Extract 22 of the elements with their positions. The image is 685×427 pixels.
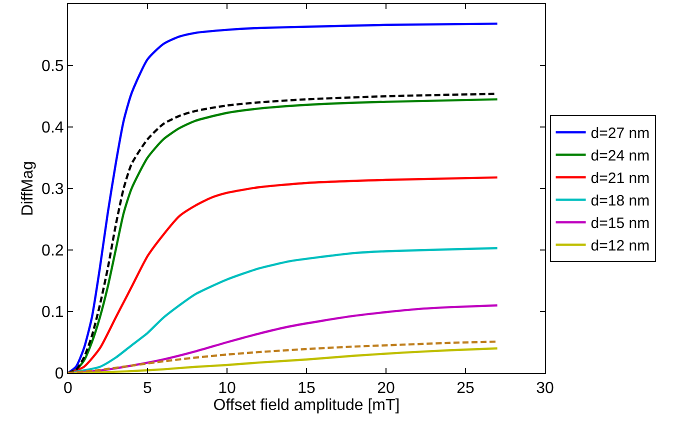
y-tick-label: 0.1 — [42, 304, 64, 322]
legend-label: d=12 nm — [590, 238, 650, 255]
line-series — [68, 340, 498, 373]
x-tick-label: 15 — [298, 380, 316, 398]
legend-label: d=24 nm — [590, 148, 650, 165]
legend-label: d=15 nm — [590, 215, 650, 232]
legend-label: d=21 nm — [590, 170, 650, 188]
x-tick-label: 5 — [143, 380, 152, 398]
x-tick-label: 25 — [456, 380, 474, 398]
legend-label: d=18 nm — [590, 192, 650, 210]
y-axis-title: DiffMag — [19, 161, 36, 216]
y-tick-label: 0.5 — [42, 58, 64, 76]
legend-label: d=27 nm — [590, 125, 650, 142]
line-series — [68, 22, 498, 373]
x-axis-title: Offset field amplitude [mT] — [213, 397, 400, 414]
y-tick-label: 0.3 — [42, 181, 64, 198]
x-tick-label: 10 — [218, 380, 236, 398]
y-tick-label: 0.2 — [42, 242, 64, 260]
y-tick-label: 0 — [54, 366, 64, 383]
x-tick-label: 20 — [377, 380, 395, 398]
y-tick-label: 0.4 — [42, 120, 64, 137]
x-tick-label: 30 — [536, 380, 554, 398]
